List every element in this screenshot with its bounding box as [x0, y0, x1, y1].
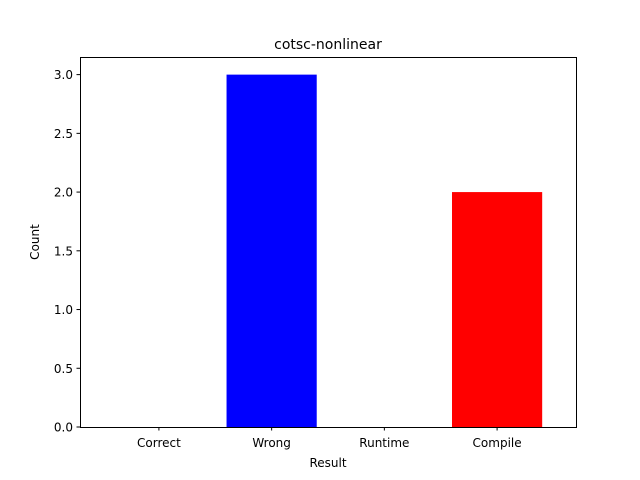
plot-frame — [80, 57, 577, 428]
x-tick-label: Compile — [473, 436, 522, 450]
x-tick-label: Runtime — [359, 436, 409, 450]
x-tick-label: Correct — [137, 436, 181, 450]
y-tick-label: 0.5 — [54, 362, 73, 376]
y-tick-label: 0.0 — [54, 421, 73, 435]
y-tick-label: 1.0 — [54, 303, 73, 317]
y-tick-label: 2.5 — [54, 127, 73, 141]
y-tick-label: 1.5 — [54, 244, 73, 258]
x-axis-label: Result — [309, 456, 346, 470]
y-tick-label: 3.0 — [54, 68, 73, 82]
x-tick-label: Wrong — [252, 436, 291, 450]
bar-compile — [452, 192, 543, 427]
y-axis-ticks: 0.0 0.5 1.0 1.5 2.0 2.5 3.0 — [54, 68, 80, 435]
y-axis-label: Count — [28, 224, 42, 260]
bars-group — [226, 74, 543, 427]
x-axis-ticks: Correct Wrong Runtime Compile — [137, 427, 522, 450]
bar-wrong — [226, 74, 317, 427]
chart-title: cotsc-nonlinear — [274, 37, 382, 53]
y-tick-label: 2.0 — [54, 186, 73, 200]
